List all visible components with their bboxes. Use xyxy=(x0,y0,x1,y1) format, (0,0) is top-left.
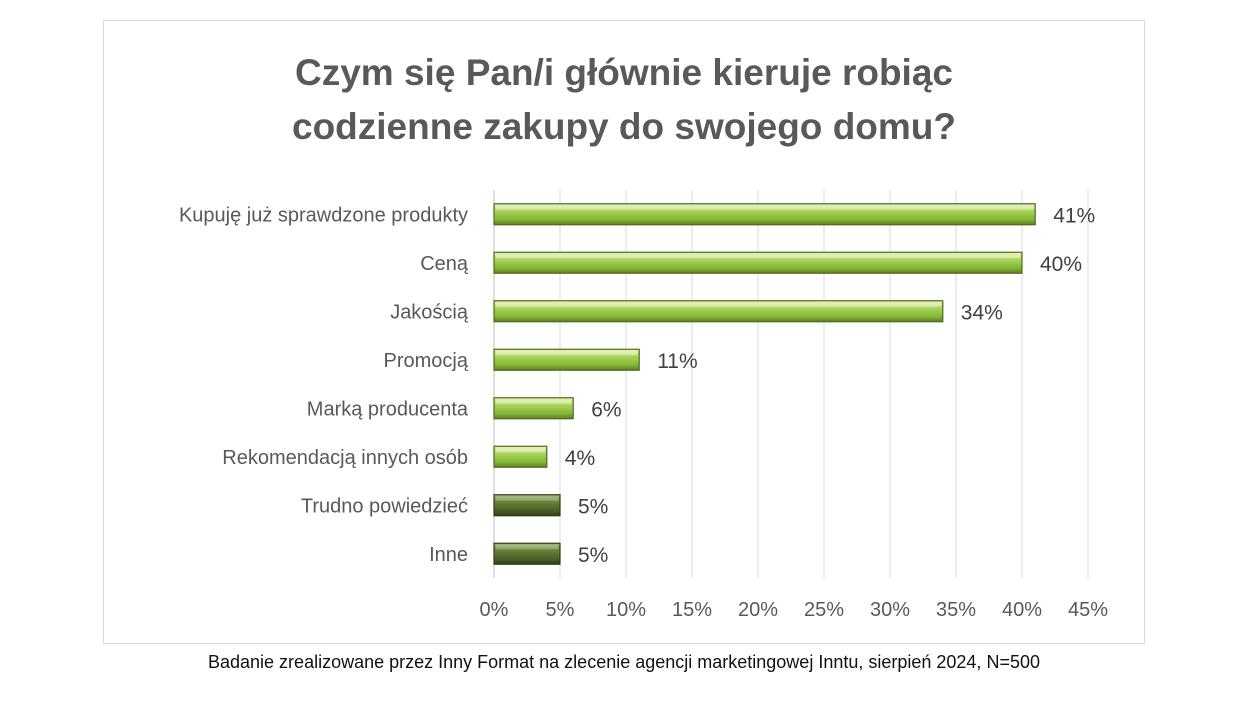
chart-title-line-1: Czym się Pan/i głównie kieruje robiąc xyxy=(295,52,953,93)
bar xyxy=(493,348,640,371)
bar-highlight xyxy=(496,448,545,453)
data-label: 6% xyxy=(591,398,621,421)
category-label: Marką producenta xyxy=(307,398,469,420)
category-label: Jakością xyxy=(390,301,469,323)
data-label: 5% xyxy=(578,544,608,567)
bar xyxy=(493,397,574,420)
bar-highlight xyxy=(496,254,1020,259)
data-label: 4% xyxy=(565,447,595,470)
x-tick-label: 25% xyxy=(804,599,844,621)
bar xyxy=(493,542,561,565)
category-label: Promocją xyxy=(384,350,469,372)
footnote: Badanie zrealizowane przez Inny Format n… xyxy=(208,652,1040,672)
bar-highlight xyxy=(496,205,1034,210)
bar xyxy=(493,494,561,517)
data-label: 40% xyxy=(1040,253,1082,276)
bar-highlight xyxy=(496,399,572,404)
data-label: 34% xyxy=(961,301,1003,324)
category-label: Kupuję już sprawdzone produkty xyxy=(179,204,468,226)
x-tick-label: 30% xyxy=(870,599,910,621)
data-label: 11% xyxy=(657,350,697,373)
x-tick-label: 35% xyxy=(936,599,976,621)
bar xyxy=(493,300,944,323)
chart-title: Czym się Pan/i głównie kieruje robiąc co… xyxy=(103,46,1145,154)
data-label: 41% xyxy=(1053,204,1095,227)
x-tick-label: 15% xyxy=(672,599,712,621)
chart-title-line-2: codzienne zakupy do swojego domu? xyxy=(292,106,956,147)
bar-highlight xyxy=(496,302,941,307)
bar xyxy=(493,251,1023,274)
x-tick-label: 40% xyxy=(1002,599,1042,621)
bar xyxy=(493,203,1036,226)
x-tick-label: 10% xyxy=(606,599,646,621)
category-label: Trudno powiedzieć xyxy=(301,495,468,517)
bar-highlight xyxy=(496,496,558,501)
category-label: Rekomendacją innych osób xyxy=(222,447,468,469)
category-label: Ceną xyxy=(420,253,469,275)
x-tick-label: 20% xyxy=(738,599,778,621)
x-tick-label: 5% xyxy=(546,599,575,621)
data-label: 5% xyxy=(578,495,608,518)
category-label: Inne xyxy=(429,544,468,566)
x-tick-label: 0% xyxy=(480,599,509,621)
x-tick-label: 45% xyxy=(1068,599,1108,621)
chart-frame xyxy=(103,20,1145,644)
bar-highlight xyxy=(496,545,558,550)
bar xyxy=(493,445,548,468)
bar-highlight xyxy=(496,351,638,356)
